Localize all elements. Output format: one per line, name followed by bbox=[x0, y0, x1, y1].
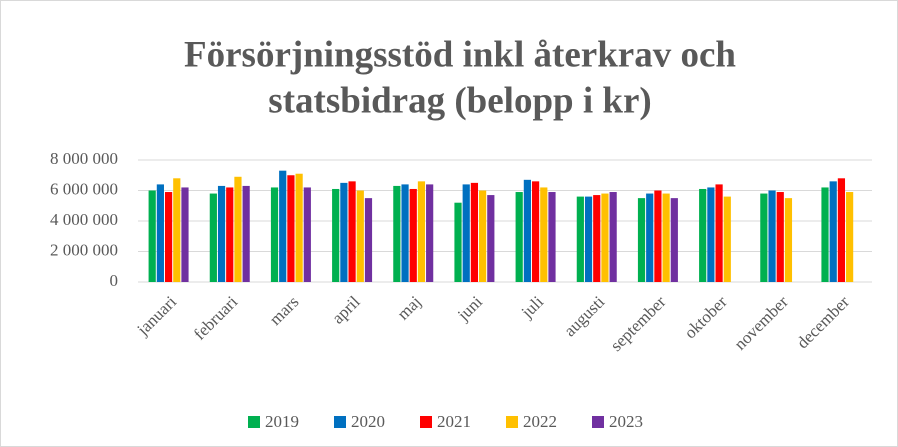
legend-label: 2023 bbox=[609, 412, 643, 431]
bar bbox=[470, 182, 479, 282]
bar bbox=[462, 184, 470, 282]
bar bbox=[287, 175, 295, 282]
bar bbox=[364, 198, 373, 282]
y-tick-label: 6 000 000 bbox=[50, 179, 118, 198]
bar bbox=[609, 192, 617, 282]
bar bbox=[409, 188, 417, 282]
bar bbox=[523, 179, 531, 282]
bar bbox=[548, 192, 556, 282]
bar bbox=[217, 185, 226, 282]
bar bbox=[393, 185, 401, 282]
y-tick-label: 8 000 000 bbox=[50, 149, 118, 168]
bar bbox=[303, 187, 311, 282]
bar bbox=[426, 184, 434, 282]
bar bbox=[181, 187, 189, 282]
y-tick-label: 2 000 000 bbox=[50, 240, 118, 259]
bar bbox=[209, 193, 217, 282]
bar bbox=[699, 188, 707, 282]
legend-label: 2022 bbox=[523, 412, 557, 431]
bar bbox=[279, 170, 287, 282]
bar bbox=[295, 173, 303, 282]
bar bbox=[846, 192, 854, 282]
bar bbox=[417, 181, 426, 282]
bar bbox=[540, 187, 548, 282]
bar bbox=[654, 190, 662, 282]
bar bbox=[821, 187, 829, 282]
bar bbox=[515, 192, 523, 282]
bar bbox=[340, 182, 348, 282]
bar bbox=[156, 184, 164, 282]
bar bbox=[584, 196, 593, 282]
bar bbox=[531, 181, 540, 282]
bar bbox=[487, 195, 495, 282]
chart-title: Försörjningsstöd inkl återkrav och bbox=[184, 34, 736, 75]
bar bbox=[776, 192, 784, 282]
bar bbox=[454, 202, 462, 282]
bar bbox=[148, 190, 156, 282]
bar bbox=[479, 190, 487, 282]
legend-label: 2020 bbox=[351, 412, 385, 431]
bar bbox=[593, 195, 601, 282]
bar bbox=[332, 188, 340, 282]
legend-swatch bbox=[506, 416, 518, 428]
bar bbox=[637, 198, 646, 282]
bar bbox=[164, 192, 173, 282]
legend-swatch bbox=[592, 416, 604, 428]
y-tick-label: 4 000 000 bbox=[50, 210, 118, 229]
legend-label: 2019 bbox=[265, 412, 299, 431]
bar bbox=[348, 181, 356, 282]
bar bbox=[646, 193, 654, 282]
legend-swatch bbox=[334, 416, 346, 428]
legend-swatch bbox=[420, 416, 432, 428]
bar bbox=[723, 196, 731, 282]
bar bbox=[173, 178, 181, 282]
legend-label: 2021 bbox=[437, 412, 471, 431]
bar bbox=[401, 184, 409, 282]
chart-title: statsbidrag (belopp i kr) bbox=[268, 80, 651, 121]
bar bbox=[234, 176, 242, 282]
bar bbox=[829, 181, 837, 282]
bar bbox=[662, 193, 670, 282]
bar bbox=[601, 193, 609, 282]
bar bbox=[576, 196, 584, 282]
bar bbox=[837, 178, 846, 282]
bar bbox=[784, 198, 793, 282]
bar bbox=[760, 193, 768, 282]
bar bbox=[670, 198, 678, 282]
bar bbox=[707, 187, 715, 282]
bar bbox=[768, 190, 776, 282]
bar bbox=[356, 190, 364, 282]
bar bbox=[715, 184, 723, 282]
y-tick-label: 0 bbox=[110, 271, 119, 290]
bar bbox=[242, 185, 250, 282]
legend-swatch bbox=[248, 416, 260, 428]
bar bbox=[270, 187, 279, 282]
bar bbox=[226, 187, 234, 282]
